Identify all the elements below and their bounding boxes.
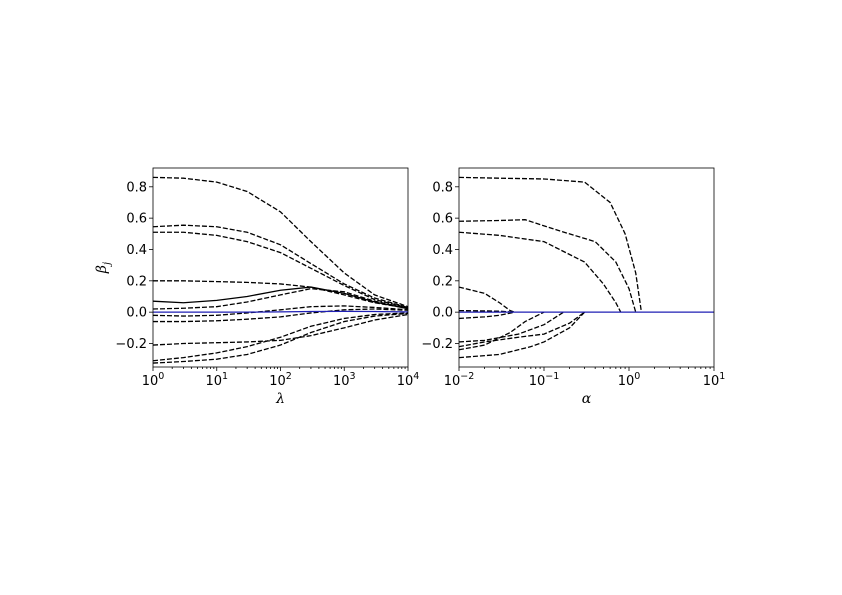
series-line-1 (153, 176, 408, 308)
x-tick-label: 101 (205, 371, 228, 389)
y-tick-label: 0.4 (126, 243, 147, 258)
y-tick-label: 0.2 (432, 274, 453, 289)
series-line-2 (153, 224, 408, 309)
x-tick-label: 101 (703, 371, 726, 389)
y-tick-label: −0.2 (115, 337, 147, 352)
lasso-coefficient-panel: −0.2 0.0 0.2 0.4 0.6 0.8 10−2 10−1 100 101 α (421, 167, 726, 407)
series-line-4 (153, 280, 408, 309)
series-line-3 (459, 231, 622, 313)
ridge-coefficient-panel: −0.2 0.0 0.2 0.4 0.6 0.8 100 101 102 103 104 λ βj (94, 167, 420, 407)
y-tick-label: 0.2 (126, 274, 147, 289)
series-line-7 (153, 305, 408, 317)
series-line-1 (459, 176, 643, 313)
series-line-9 (153, 313, 408, 346)
series-line-5 (153, 286, 408, 310)
series-line-8 (459, 311, 545, 351)
series-line-10 (459, 311, 586, 359)
y-tick-label: 0.0 (126, 306, 147, 321)
series-line-12 (153, 310, 408, 313)
x-tick-label: 100 (618, 371, 641, 389)
x-tick-label: 102 (269, 371, 292, 389)
series-line-7 (459, 311, 564, 343)
series-line-9 (459, 311, 585, 348)
x-axis-label: λ (275, 391, 285, 407)
series-line-10 (153, 312, 408, 362)
x-tick-label: 100 (142, 371, 165, 389)
y-tick-label: 0.8 (126, 180, 147, 195)
series-line-6 (153, 287, 408, 310)
y-tick-label: 0.0 (432, 306, 453, 321)
series-line-6 (459, 311, 515, 320)
plot-frame (458, 167, 715, 368)
series-line-2 (459, 219, 637, 313)
series-line-4 (459, 286, 515, 313)
y-axis-label: βj (94, 262, 113, 274)
series-line-8 (153, 308, 408, 323)
x-tick-label: 103 (333, 371, 356, 389)
y-tick-label: −0.2 (421, 337, 453, 352)
series-line-11 (153, 312, 408, 364)
x-tick-label: 10−2 (444, 371, 475, 389)
x-tick-label: 10−1 (529, 371, 560, 389)
x-tick-label: 104 (397, 371, 420, 389)
y-tick-label: 0.4 (432, 243, 453, 258)
y-tick-label: 0.8 (432, 180, 453, 195)
y-tick-label: 0.6 (432, 212, 453, 227)
series-line-3 (153, 231, 408, 309)
x-axis-label: α (582, 391, 592, 407)
y-tick-label: 0.6 (126, 212, 147, 227)
